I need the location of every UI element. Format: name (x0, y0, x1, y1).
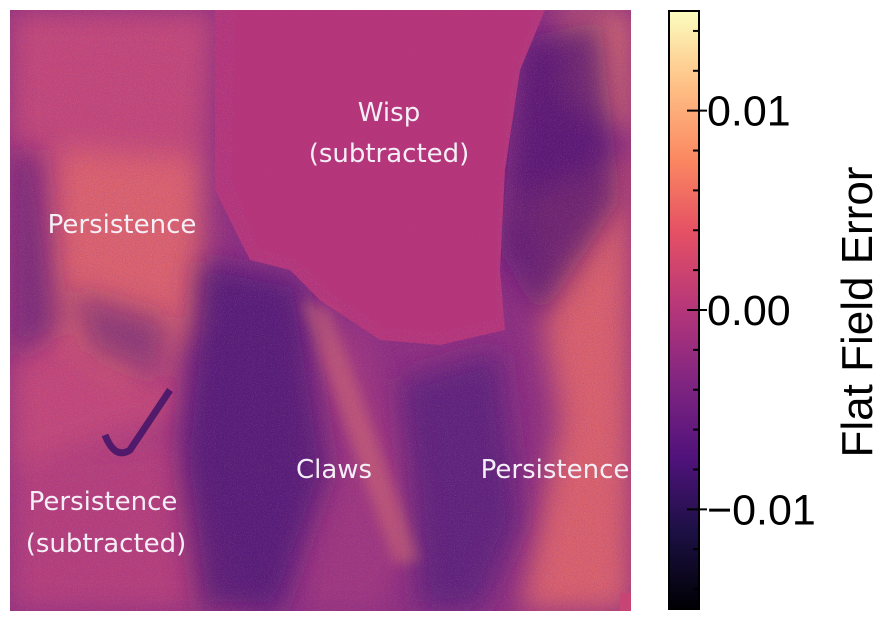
annotation-persistence-right: Persistence (481, 455, 630, 485)
claw-streak (300, 300, 420, 565)
colorbar-tick-labels: 0.01 0.00 −0.01 (707, 88, 816, 535)
annotation-persistence-bottom-line2: (subtracted) (26, 529, 187, 559)
persistence-checkmark (101, 388, 173, 457)
annotation-persistence-bottom-left: Persistence (subtracted) (26, 487, 187, 559)
colorbar-tick-label: 0.00 (707, 287, 791, 335)
colorbar-ticks (687, 29, 707, 591)
colorbar-label: Flat Field Error (833, 167, 882, 458)
annotation-wisp-line1: Wisp (358, 98, 420, 128)
colorbar-tick-label: −0.01 (707, 486, 816, 534)
annotation-claws: Claws (296, 455, 372, 485)
annotation-persistence-left: Persistence (48, 210, 197, 240)
annotation-wisp: Wisp (subtracted) (309, 98, 470, 169)
flat-field-image (10, 10, 631, 611)
colorbar-tick-label: 0.01 (707, 88, 791, 136)
annotation-persistence-bottom-line1: Persistence (29, 487, 178, 517)
colorbar: 0.01 0.00 −0.01 Flat Field Error (668, 10, 882, 610)
annotation-wisp-line2: (subtracted) (309, 139, 470, 169)
